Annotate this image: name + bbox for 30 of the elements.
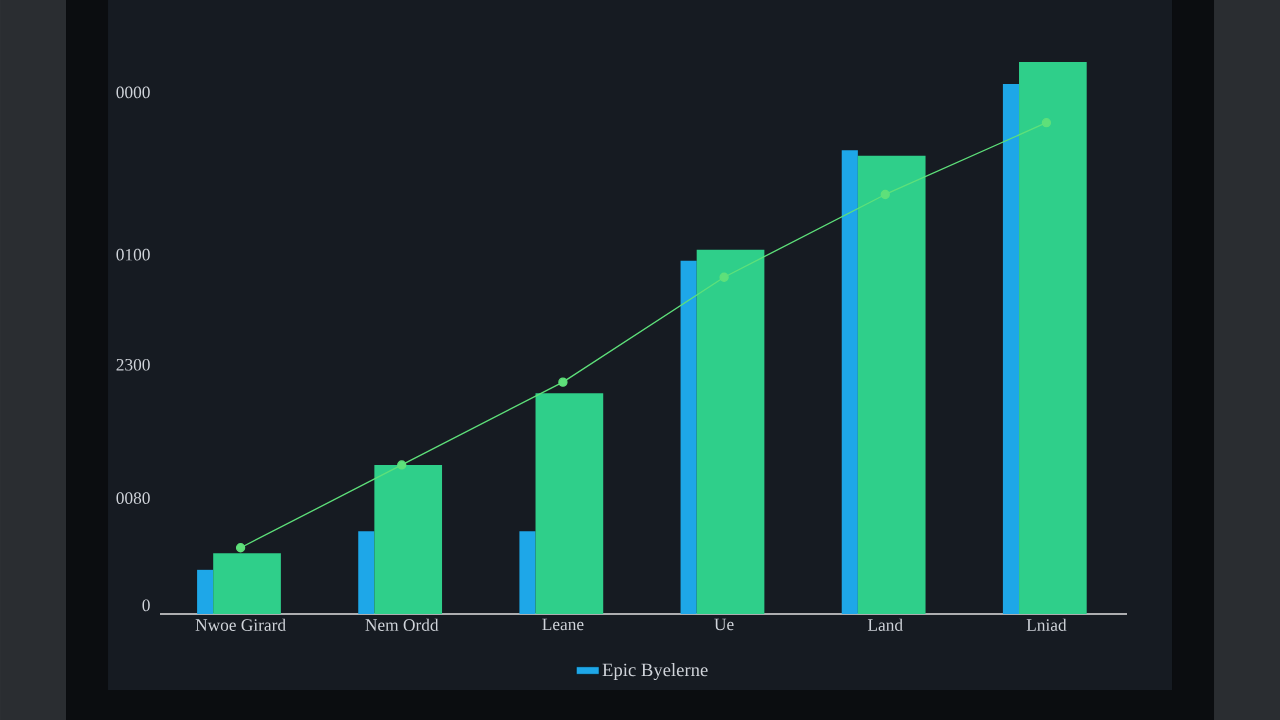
text: 0000: [116, 86, 150, 99]
x-tick-label: Leane: [542, 618, 584, 631]
x-tick-label: Nem Ordd: [365, 618, 439, 631]
point: [397, 460, 407, 470]
bar: [1019, 61, 1087, 614]
point: [1041, 118, 1052, 128]
point: [719, 272, 729, 282]
text: 0: [142, 599, 150, 612]
x-tick-label: Ue: [714, 618, 734, 631]
bar: [374, 464, 443, 614]
text: 0100: [116, 248, 150, 261]
legend-label: Epic Byelerne: [602, 663, 708, 681]
bar: [358, 531, 375, 614]
bar: [197, 569, 214, 614]
bar: [213, 553, 281, 614]
bar: [1002, 84, 1020, 614]
bar: [841, 150, 858, 614]
point: [880, 189, 890, 200]
bar: [857, 155, 926, 614]
point: [558, 377, 568, 387]
point: [235, 543, 246, 553]
x-tick-label: Lniad: [1026, 618, 1067, 631]
x-tick-label: Land: [867, 618, 903, 631]
bar: [680, 260, 697, 614]
text: 2300: [116, 358, 150, 371]
x-tick-label: Nwoe Girard: [195, 618, 286, 631]
bar: [535, 393, 604, 614]
bar: [696, 249, 765, 614]
text: 0080: [116, 492, 150, 504]
bar: [519, 531, 536, 614]
